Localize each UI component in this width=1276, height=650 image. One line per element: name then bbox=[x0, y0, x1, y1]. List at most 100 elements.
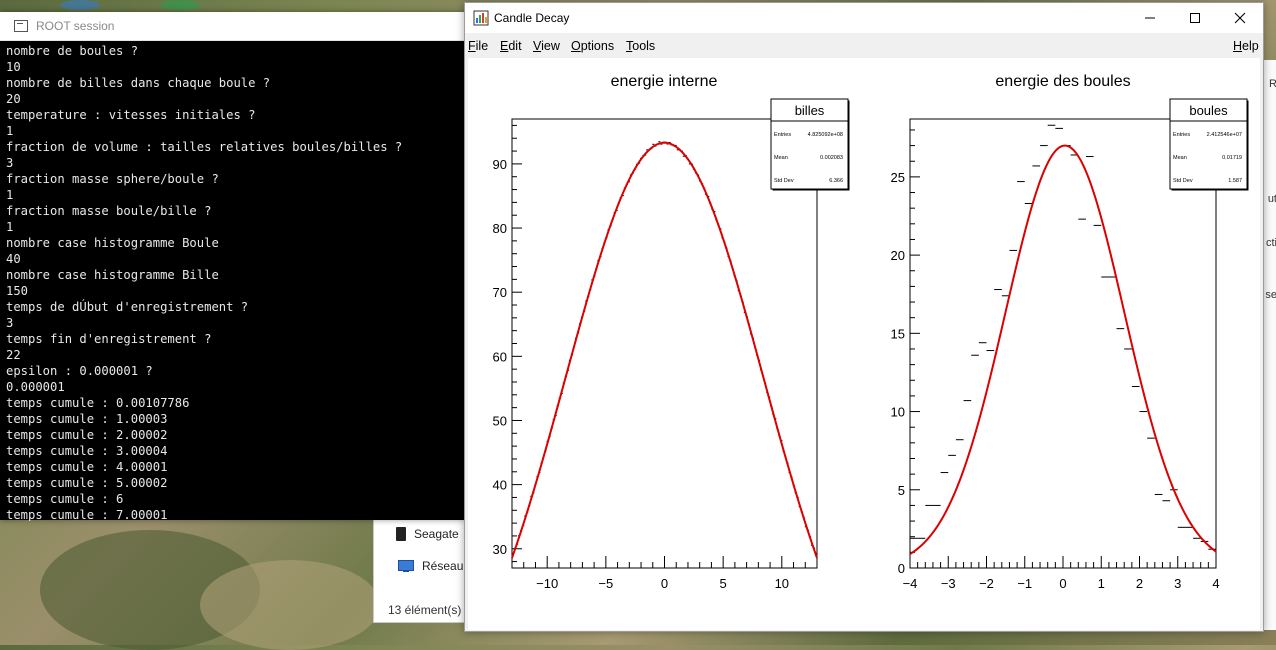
terminal-line: 1 bbox=[6, 220, 14, 234]
y-tick-label: 15 bbox=[891, 326, 905, 341]
terminal-line: temps cumule : 0.00107786 bbox=[6, 396, 190, 410]
drive-icon bbox=[396, 527, 406, 541]
x-tick-label: −5 bbox=[598, 576, 613, 591]
fit-curve bbox=[909, 144, 1217, 555]
x-tick-label: −10 bbox=[536, 576, 558, 591]
fit-curve bbox=[511, 141, 818, 559]
terminal-line: 150 bbox=[6, 284, 29, 298]
stats-box: billes Entries 4.825092e+08 Mean 0.002083 Std… bbox=[770, 98, 850, 191]
stats-value: 2.412546e+07 bbox=[1207, 132, 1242, 138]
menu-label: ools bbox=[632, 39, 656, 53]
explorer-item-network[interactable]: Réseau bbox=[398, 559, 463, 573]
terminal-line: temps cumule : 2.00002 bbox=[6, 428, 168, 442]
stats-label: Entries bbox=[1173, 132, 1190, 138]
y-tick-label: 25 bbox=[891, 170, 905, 185]
terminal-line: temps cumule : 5.00002 bbox=[6, 476, 168, 490]
terminal-line: 3 bbox=[6, 316, 14, 330]
terminal-line: temps cumule : 4.00001 bbox=[6, 460, 168, 474]
maximize-button[interactable] bbox=[1172, 3, 1218, 33]
terminal-line: fraction masse boule/bille ? bbox=[6, 204, 212, 218]
console-app-icon bbox=[14, 20, 28, 32]
y-tick-label: 90 bbox=[493, 157, 507, 172]
close-button[interactable] bbox=[1217, 3, 1263, 33]
stats-label: Mean bbox=[774, 155, 788, 161]
y-tick-label: 70 bbox=[493, 285, 507, 300]
menu-label: iew bbox=[541, 39, 560, 53]
menu-label: ile bbox=[475, 39, 489, 53]
x-tick-label: 0 bbox=[661, 576, 668, 591]
terminal-line: nombre de billes dans chaque boule ? bbox=[6, 76, 271, 90]
root-canvas[interactable]: energie interne −10 −5 0 5 10 30 40 50 60 70 80 90 bi… bbox=[468, 58, 1260, 630]
x-tick-label: 4 bbox=[1212, 576, 1219, 591]
x-tick-label: 3 bbox=[1174, 576, 1181, 591]
menu-edit[interactable]: Edit bbox=[500, 39, 522, 53]
y-tick-label: 20 bbox=[891, 248, 905, 263]
network-icon bbox=[398, 560, 414, 572]
x-tick-label: −1 bbox=[1017, 576, 1032, 591]
root-session-window[interactable]: ROOT session nombre de boules ? 10 nombre … bbox=[0, 12, 466, 521]
menu-bar: File Edit View Options Tools Help bbox=[465, 33, 1263, 57]
stats-value: 6.366 bbox=[829, 178, 843, 184]
menu-label: dit bbox=[508, 39, 522, 53]
x-tick-label: 10 bbox=[775, 576, 789, 591]
sliver-text: R bbox=[1269, 78, 1276, 90]
menu-mnemonic: H bbox=[1233, 39, 1243, 53]
terminal-line: fraction de volume : tailles relatives b… bbox=[6, 140, 403, 154]
terminal-line: 0.000001 bbox=[6, 380, 65, 394]
explorer-status-bar: 13 élément(s) bbox=[388, 603, 462, 617]
terminal-line: 1 bbox=[6, 188, 14, 202]
candle-decay-window[interactable]: Candle Decay File Edit View Options Tool… bbox=[464, 2, 1264, 632]
maximize-icon bbox=[1190, 13, 1200, 23]
menu-label: elp bbox=[1242, 39, 1259, 53]
stats-label: Entries bbox=[774, 132, 791, 138]
chart-title: energie interne bbox=[611, 73, 718, 90]
terminal-line: epsilon : 0.000001 ? bbox=[6, 364, 153, 378]
terminal-line: 40 bbox=[6, 252, 21, 266]
menu-view[interactable]: View bbox=[533, 39, 560, 53]
y-tick-label: 60 bbox=[493, 349, 507, 364]
terminal-output[interactable]: nombre de boules ? 10 nombre de billes dan… bbox=[0, 41, 466, 521]
terminal-line: temperature : vitesses initiales ? bbox=[6, 108, 256, 122]
root-app-icon bbox=[473, 10, 489, 26]
terminal-line: 3 bbox=[6, 156, 14, 170]
histogram-pad-0: energie interne −10 −5 0 5 10 30 40 50 60 70 80 90 bi… bbox=[493, 73, 850, 591]
explorer-item-label: Seagate bbox=[414, 527, 459, 541]
stats-box-frame bbox=[1169, 98, 1248, 190]
menu-label: ptions bbox=[580, 39, 615, 53]
terminal-line: temps de dÚbut d'enregistrement ? bbox=[6, 300, 249, 314]
candle-titlebar[interactable]: Candle Decay bbox=[465, 3, 1263, 33]
stats-label: Mean bbox=[1173, 155, 1187, 161]
minimize-button[interactable] bbox=[1127, 3, 1173, 33]
x-tick-label: 5 bbox=[720, 576, 727, 591]
terminal-line: temps cumule : 1.00003 bbox=[6, 412, 168, 426]
histogram-canvas[interactable]: energie interne−10 −5 0 5 1030405060708090bi… bbox=[468, 58, 1260, 630]
minimize-icon bbox=[1145, 17, 1155, 19]
terminal-line: temps cumule : 6 bbox=[6, 492, 124, 506]
menu-mnemonic: V bbox=[533, 39, 542, 53]
x-tick-label: 0 bbox=[1059, 576, 1066, 591]
stats-value: 1.587 bbox=[1228, 178, 1242, 184]
terminal-line: nombre de boules ? bbox=[6, 44, 139, 58]
x-tick-label: 2 bbox=[1136, 576, 1143, 591]
terminal-line: temps cumule : 3.00004 bbox=[6, 444, 168, 458]
stats-value: 0.002083 bbox=[820, 155, 843, 161]
menu-file[interactable]: File bbox=[468, 39, 488, 53]
terminal-line: 20 bbox=[6, 92, 21, 106]
menu-options[interactable]: Options bbox=[571, 39, 614, 53]
x-tick-label: 1 bbox=[1098, 576, 1105, 591]
chart-title: energie des boules bbox=[995, 73, 1130, 90]
y-tick-label: 80 bbox=[493, 221, 507, 236]
root-session-titlebar[interactable]: ROOT session bbox=[0, 12, 466, 41]
menu-tools[interactable]: Tools bbox=[626, 39, 655, 53]
stats-box-frame bbox=[770, 98, 849, 190]
y-tick-label: 40 bbox=[493, 478, 507, 493]
terminal-line: nombre case histogramme Boule bbox=[6, 236, 219, 250]
background-window-edge: R ut cti se bbox=[1263, 60, 1276, 630]
explorer-item-seagate[interactable]: Seagate bbox=[396, 527, 459, 541]
terminal-line: 22 bbox=[6, 348, 21, 362]
close-icon bbox=[1234, 12, 1246, 24]
histogram-pad-1: energie des boules −4 −3 −2 −1 0 1 2 3 4 0 5 10 15 20 2… bbox=[891, 73, 1249, 591]
terminal-line: temps cumule : 7.00001 bbox=[6, 508, 168, 521]
menu-help[interactable]: Help bbox=[1233, 39, 1259, 53]
explorer-item-label: Réseau bbox=[422, 559, 464, 573]
